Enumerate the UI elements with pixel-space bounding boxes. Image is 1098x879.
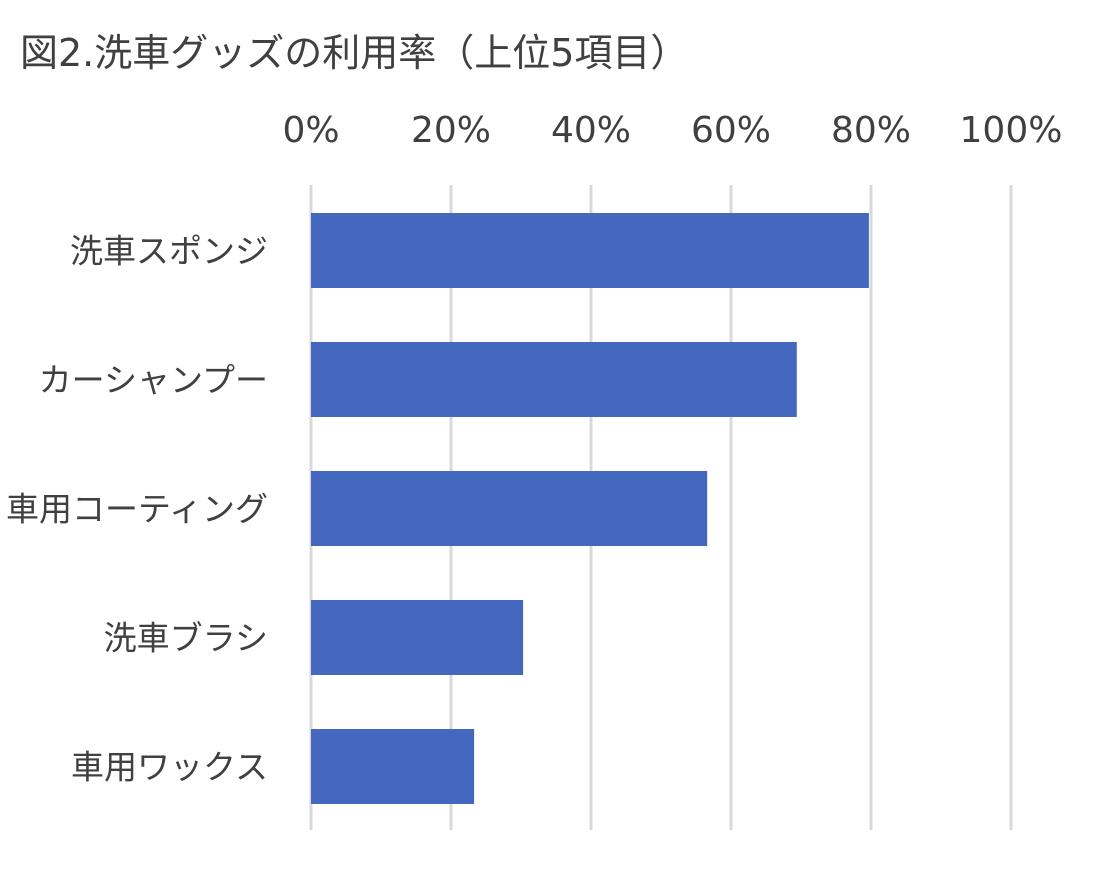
bar [311,729,475,804]
category-label: カーシャンプー [39,361,268,400]
category-label: 車用ワックス [71,748,268,787]
category-label: 洗車スポンジ [70,232,268,271]
x-tick-label: 60% [691,110,771,151]
chart-title: 図2.洗車グッズの利用率（上位5項目） [20,31,689,75]
bar [311,471,708,546]
x-tick-label: 80% [831,110,911,151]
x-tick-label: 20% [411,110,491,151]
x-tick-label: 40% [551,110,631,151]
x-tick-label: 0% [282,110,339,151]
category-label: 車用コーティング [6,490,268,529]
bar [311,342,797,417]
bar [311,600,524,675]
x-tick-label: 100% [960,110,1063,151]
category-label: 洗車ブラシ [104,619,268,658]
bar [311,213,869,288]
